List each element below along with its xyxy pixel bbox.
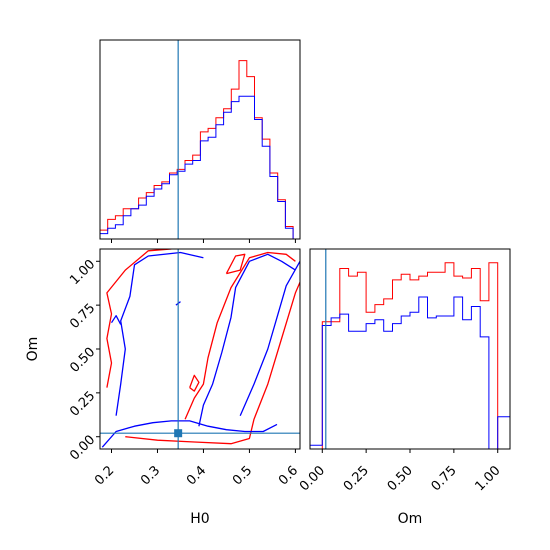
blue-contour-line bbox=[239, 260, 300, 416]
red-hist-om-line bbox=[310, 262, 510, 450]
x-tick-label: 0.5 bbox=[230, 463, 255, 488]
x-tick-label: 0.00 bbox=[297, 463, 328, 494]
y-tick-label: 0.25 bbox=[67, 389, 98, 420]
contour-xlabel: H0 bbox=[190, 511, 209, 527]
blue-hist-h0-line bbox=[99, 95, 300, 240]
blue-contour-line bbox=[110, 315, 122, 325]
y-tick-label: 1.00 bbox=[67, 257, 98, 288]
axes-frame bbox=[99, 39, 301, 240]
contour-ylabel: Om bbox=[25, 337, 41, 362]
x-tick-label: 0.4 bbox=[184, 463, 209, 488]
red-contour-line bbox=[184, 251, 296, 420]
hist-h0-panel bbox=[99, 39, 301, 243]
blue-contour-line bbox=[198, 253, 296, 427]
y-tick-label: 0.00 bbox=[67, 432, 98, 463]
x-tick-label: 0.2 bbox=[92, 463, 117, 488]
x-tick-label: 0.50 bbox=[385, 463, 416, 494]
hist-om-panel: 0.00 0.25 0.50 0.75 1.00 bbox=[297, 248, 511, 494]
blue-contour-line bbox=[101, 420, 278, 448]
red-contour-line bbox=[106, 249, 172, 388]
contour-h0-om-panel: 0.2 0.3 0.4 0.5 0.60.000.250.500.751.00 bbox=[67, 248, 301, 488]
x-tick-label: 0.75 bbox=[429, 463, 460, 494]
y-tick-label: 0.75 bbox=[67, 301, 98, 332]
truth-marker bbox=[174, 429, 183, 438]
x-tick-label: 0.3 bbox=[138, 463, 163, 488]
red-contour-line bbox=[225, 253, 246, 275]
blue-hist-om-line bbox=[309, 296, 511, 450]
blue-contour-line bbox=[115, 251, 204, 416]
y-tick-label: 0.50 bbox=[67, 345, 98, 376]
red-contour-line bbox=[189, 374, 200, 392]
x-tick-label: 1.00 bbox=[472, 463, 503, 494]
red-contour-line bbox=[125, 282, 300, 445]
hist-om-xlabel: Om bbox=[398, 511, 423, 527]
x-tick-label: 0.25 bbox=[341, 463, 372, 494]
contour-area bbox=[100, 249, 300, 449]
